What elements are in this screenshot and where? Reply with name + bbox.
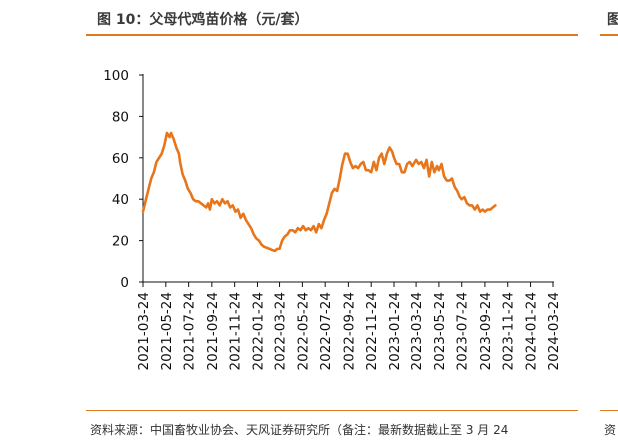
x-tick-label: 2021-07-24 <box>182 292 198 370</box>
x-tick-label: 2022-07-24 <box>318 292 334 370</box>
x-tick-label: 2022-11-24 <box>364 292 380 370</box>
y-tick-label: 20 <box>112 234 129 250</box>
x-tick-label: 2021-09-24 <box>205 292 221 370</box>
x-tick-label: 2024-01-24 <box>524 292 540 370</box>
next-panel-source-fragment: 资 <box>604 423 617 437</box>
x-tick-label: 2022-05-24 <box>295 292 311 370</box>
chart-title: 图 10：父母代鸡苗价格（元/套） <box>97 12 309 28</box>
x-tick-label: 2022-03-24 <box>273 292 289 370</box>
next-panel-title-fragment: 图 <box>607 12 618 28</box>
source-note: 资料来源：中国畜牧业协会、天风证券研究所（备注：最新数据截止至 3 月 24 <box>90 423 509 437</box>
x-tick-label: 2023-09-24 <box>478 292 494 370</box>
y-axis-ticks: 0 20 40 60 80 100 <box>103 68 143 291</box>
x-tick-label: 2023-05-24 <box>432 292 448 370</box>
title-rule <box>86 34 578 36</box>
x-tick-label: 2023-11-24 <box>501 292 517 370</box>
y-tick-label: 80 <box>112 109 129 125</box>
next-panel-title-rule <box>600 34 618 36</box>
x-tick-label: 2024-03-24 <box>546 292 562 370</box>
series-line <box>141 131 497 253</box>
chart-axes <box>142 74 554 283</box>
x-tick-label: 2022-09-24 <box>341 292 357 370</box>
source-rule <box>86 410 578 411</box>
y-tick-label: 60 <box>112 151 129 167</box>
x-tick-label: 2021-05-24 <box>159 292 175 370</box>
y-tick-label: 0 <box>120 275 129 291</box>
chart-series <box>141 131 497 253</box>
next-panel-source-rule <box>600 410 618 411</box>
x-tick-label: 2023-07-24 <box>455 292 471 370</box>
x-tick-label: 2021-03-24 <box>136 292 152 370</box>
x-tick-label: 2022-01-24 <box>250 292 266 370</box>
x-tick-label: 2021-11-24 <box>228 292 244 370</box>
x-tick-label: 2023-01-24 <box>387 292 403 370</box>
y-tick-label: 100 <box>103 68 129 84</box>
x-axis-ticks: 2021-03-24 2021-05-24 2021-07-24 2021-09-24… <box>136 282 562 370</box>
y-tick-label: 40 <box>112 192 129 208</box>
x-tick-label: 2023-03-24 <box>409 292 425 370</box>
